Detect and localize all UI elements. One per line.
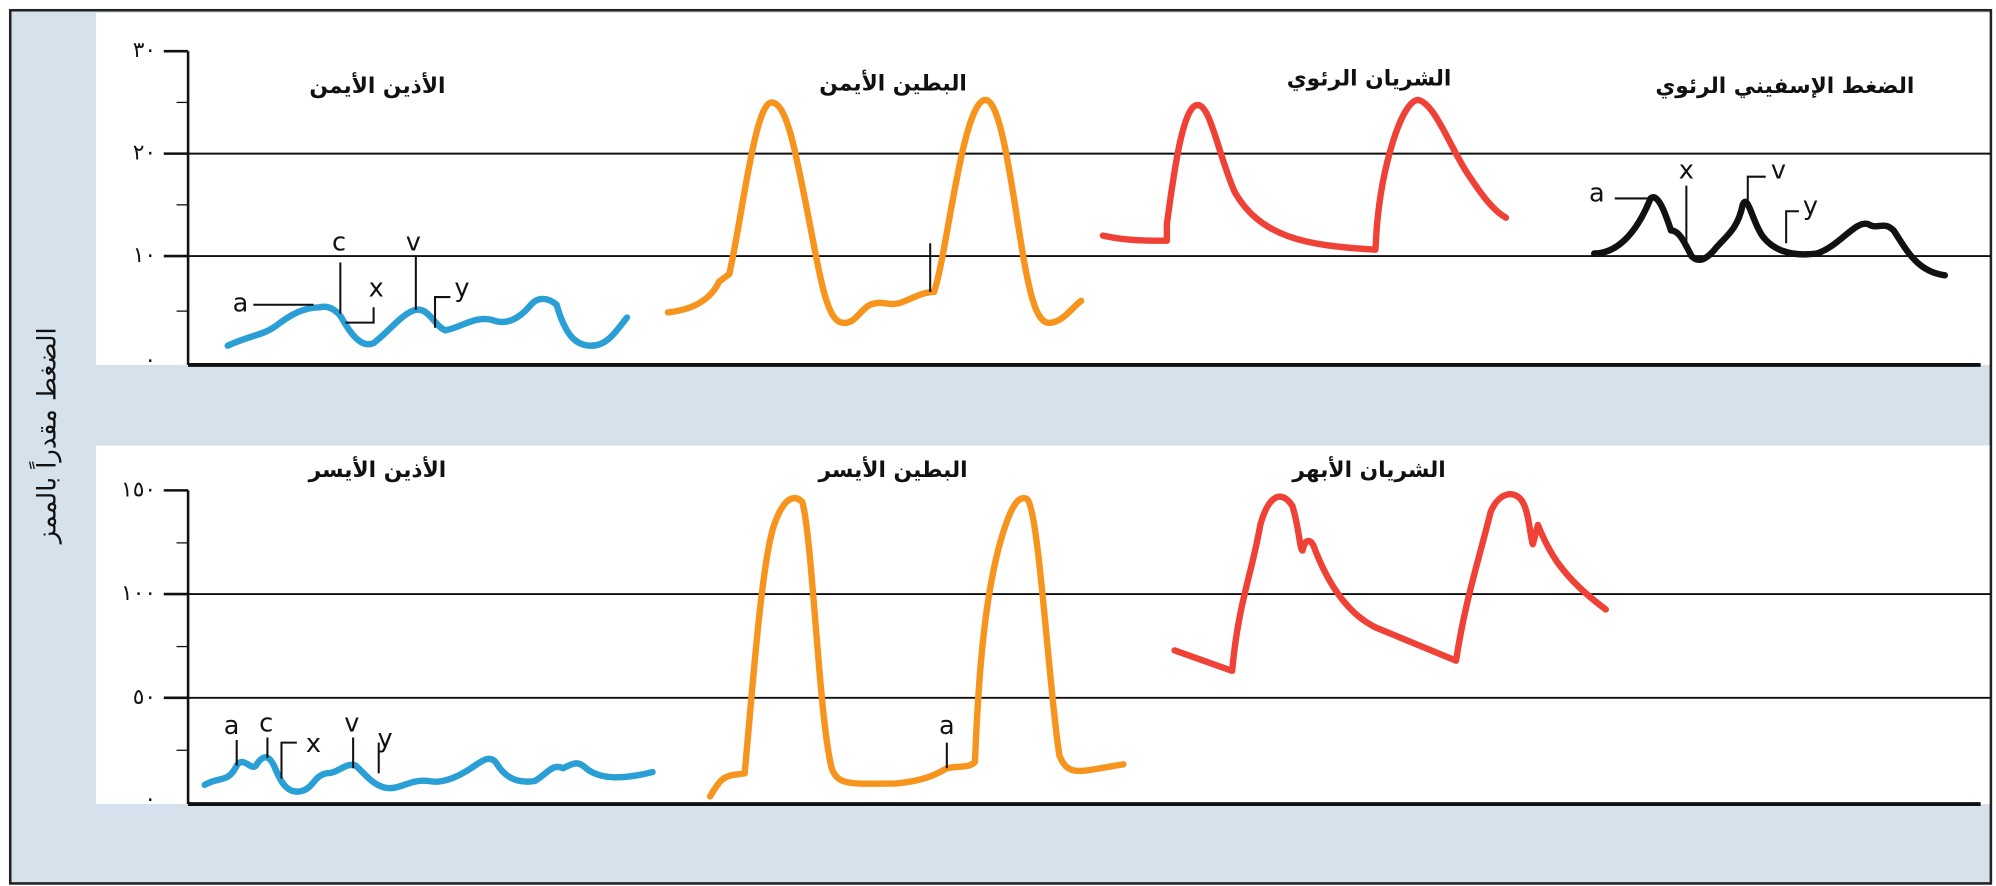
trace-title: الشريان الأبهر (1291, 455, 1445, 483)
wave-label: x (1679, 156, 1694, 186)
wave-label: x (306, 729, 321, 759)
wave-label: x (369, 273, 384, 303)
left-atrium-wave (201, 754, 656, 795)
trace-title: الأذين الأيمن (309, 71, 445, 99)
wave-label: y (1803, 191, 1818, 221)
wave-label: a (939, 711, 955, 741)
wave-label: v (344, 709, 359, 739)
bottom-axes (163, 489, 1991, 806)
wave-label: y (454, 273, 469, 303)
tick-label: ٢٠ (133, 141, 156, 166)
wave-markers (235, 175, 1799, 779)
pulmonary-artery-wave (1099, 96, 1510, 253)
right-ventricle-wave (664, 96, 1085, 327)
wave-label: a (1589, 179, 1605, 209)
wave-label: c (332, 227, 346, 257)
tick-label: ٠ (144, 348, 156, 373)
trace-title: الأذين الأيسر (308, 455, 447, 483)
wave-label: v (1771, 156, 1786, 186)
trace-title: البطين الأيمن (819, 68, 967, 96)
wave-label: v (406, 227, 421, 257)
tick-label: ١٠ (133, 243, 156, 268)
tick-label: ٥٠ (133, 685, 156, 710)
tick-label: ١٥٠ (121, 477, 156, 502)
wave-label: c (259, 709, 273, 739)
trace-title: البطين الأيسر (818, 455, 968, 483)
tick-label: ٠ (144, 787, 156, 812)
trace-title: الضغط الإسفيني الرئوي (1655, 74, 1914, 99)
right-atrium-wave (224, 295, 631, 349)
tick-label: ١٠٠ (121, 581, 156, 606)
wedge-pressure-wave (1591, 194, 1949, 279)
aorta-wave (1171, 491, 1609, 675)
wave-label: a (224, 711, 240, 741)
top-panel (95, 12, 1990, 365)
left-ventricle-wave (706, 494, 1127, 800)
tick-label: ٣٠ (133, 38, 156, 63)
y-axis-label: الضغط مقدراً بالممز (28, 327, 63, 545)
wave-label: y (378, 724, 393, 754)
trace-title: الشريان الرئوي (1287, 66, 1452, 91)
wave-label: a (233, 289, 249, 319)
